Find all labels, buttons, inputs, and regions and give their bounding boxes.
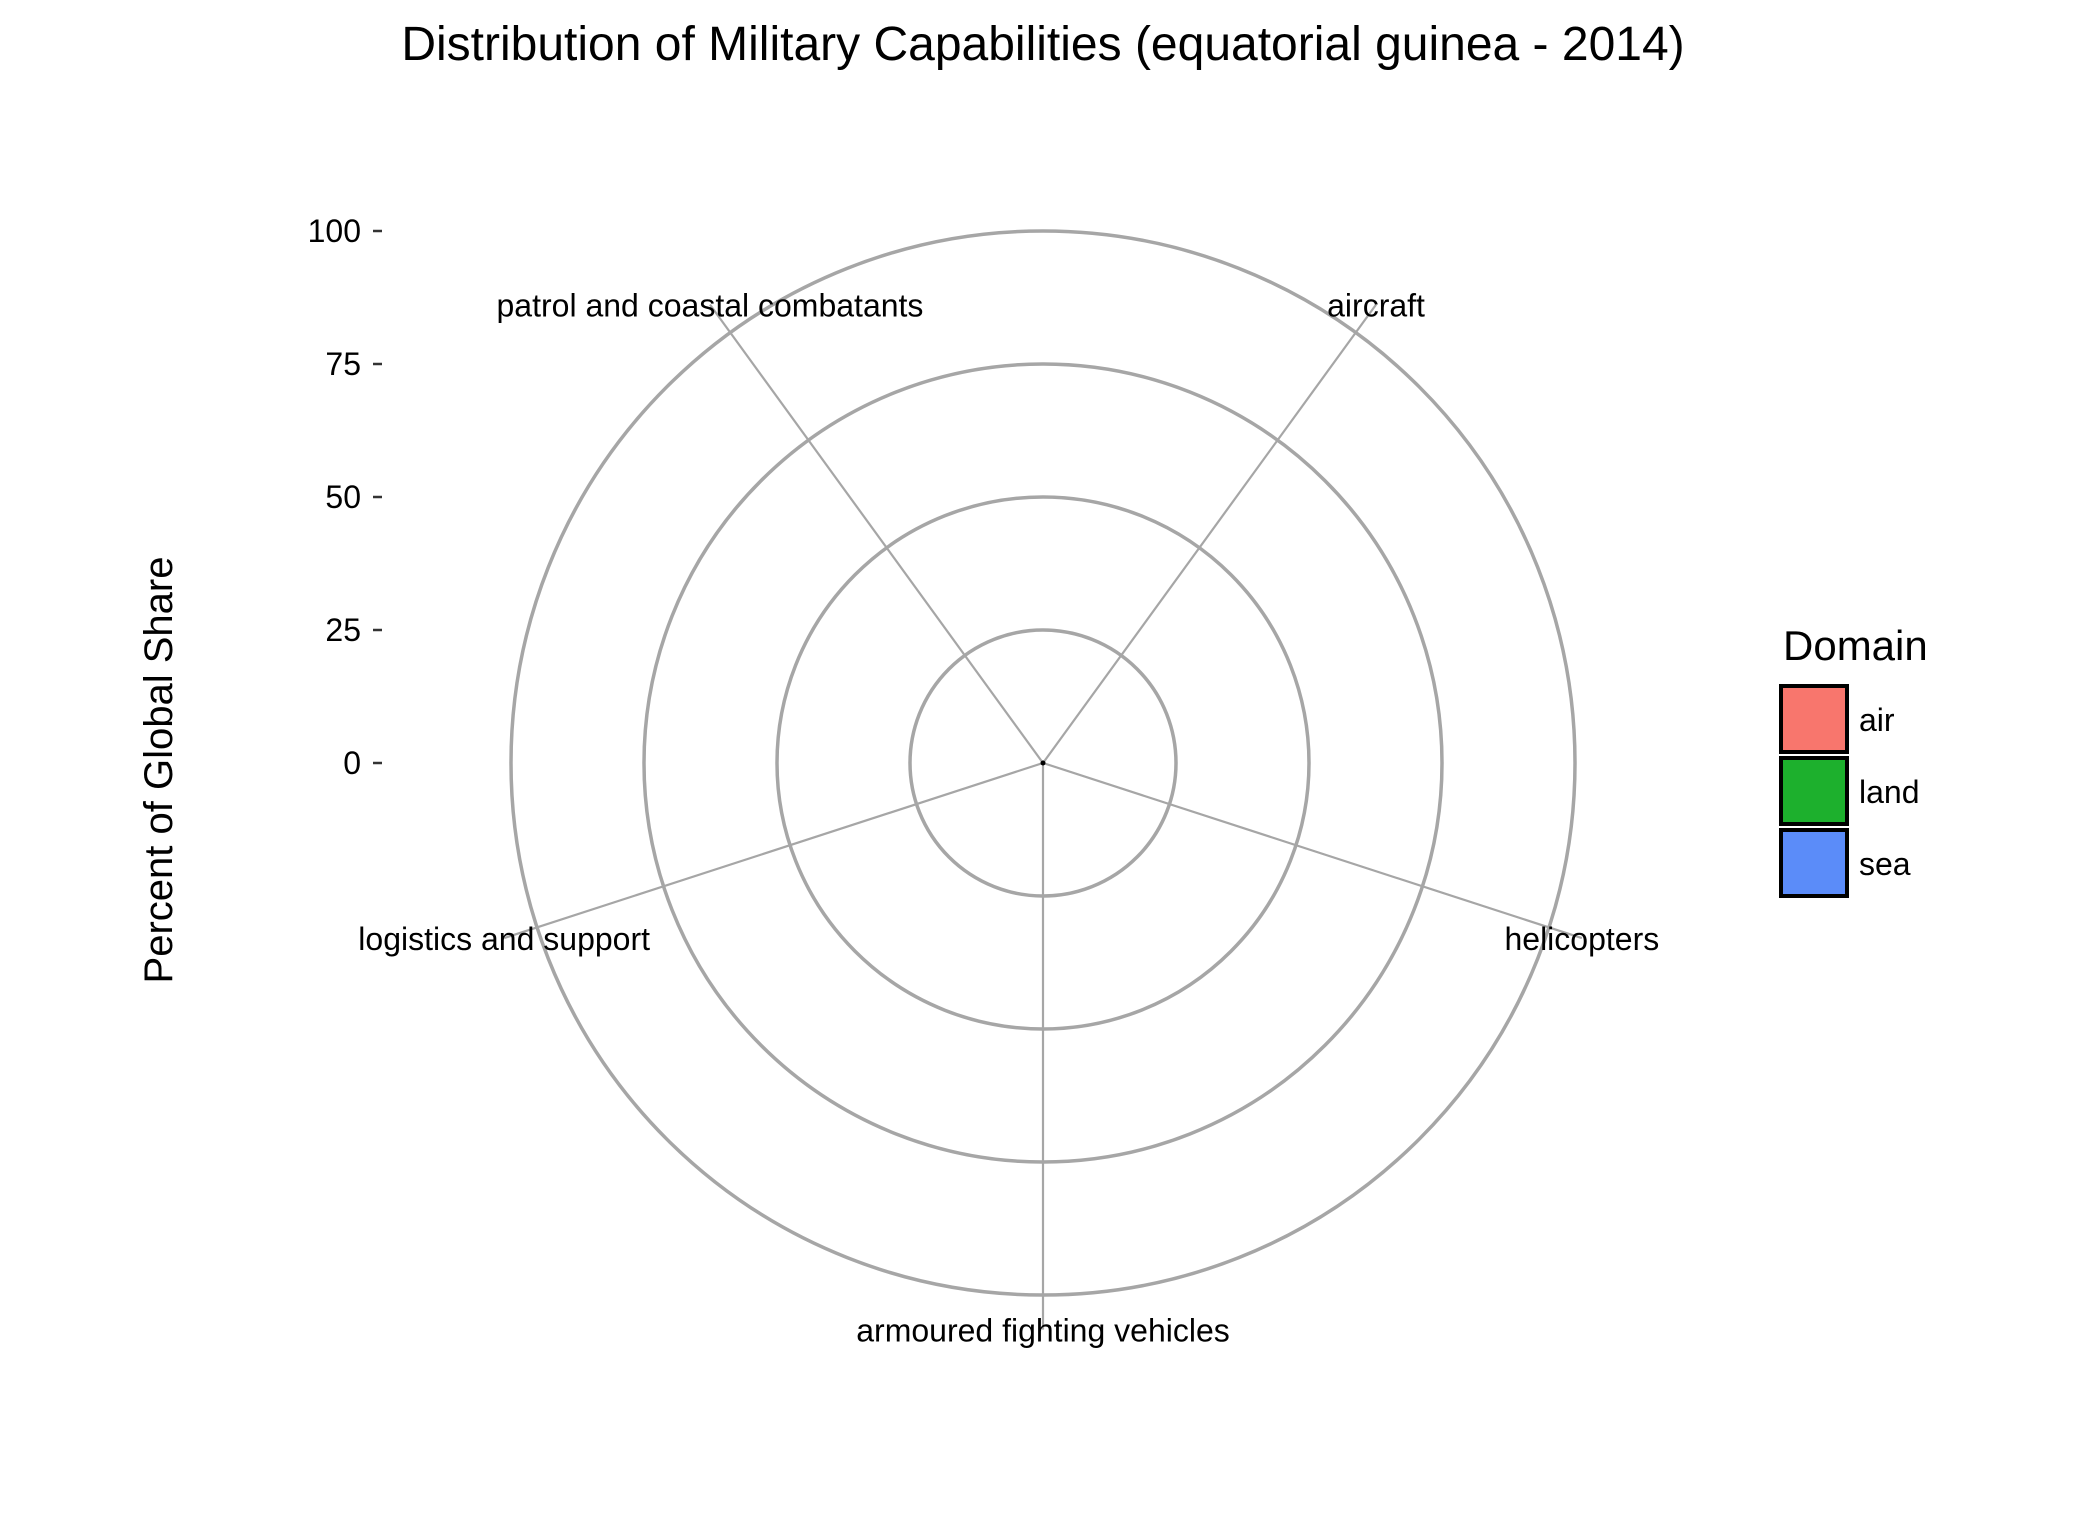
legend-swatch-land [1779,756,1849,826]
category-spokes [503,303,1583,1330]
y-tick-label-3: 75 [325,346,361,382]
y-axis-ticks: 0 25 50 75 100 [308,213,382,781]
chart-title: Distribution of Military Capabilities (e… [401,18,1684,71]
legend-swatch-air [1779,684,1849,754]
category-label-0: aircraft [1327,288,1425,324]
spoke-1 [1042,761,1583,940]
legend-label-land: land [1859,774,1920,810]
y-axis-label: Percent of Global Share [137,557,181,984]
category-label-3: logistics and support [358,921,650,957]
data-bars [1040,760,1046,766]
y-tick-label-2: 50 [325,479,361,515]
legend: Domain air land sea [1779,622,1928,898]
legend-label-air: air [1859,702,1895,738]
spoke-0 [1042,303,1377,764]
legend-label-sea: sea [1859,846,1911,882]
spoke-3 [503,761,1044,940]
y-tick-label-4: 100 [308,213,361,249]
category-labels: aircraft helicopters armoured fighting veh… [358,288,1659,1349]
center-point [1040,760,1046,766]
legend-swatch-sea [1779,828,1849,898]
category-label-2: armoured fighting vehicles [856,1313,1230,1349]
y-tick-label-1: 25 [325,612,361,648]
category-label-1: helicopters [1504,921,1659,957]
y-tick-label-0: 0 [343,745,361,781]
spoke-4 [709,303,1044,764]
legend-title: Domain [1783,622,1928,669]
category-label-4: patrol and coastal combatants [497,288,924,324]
